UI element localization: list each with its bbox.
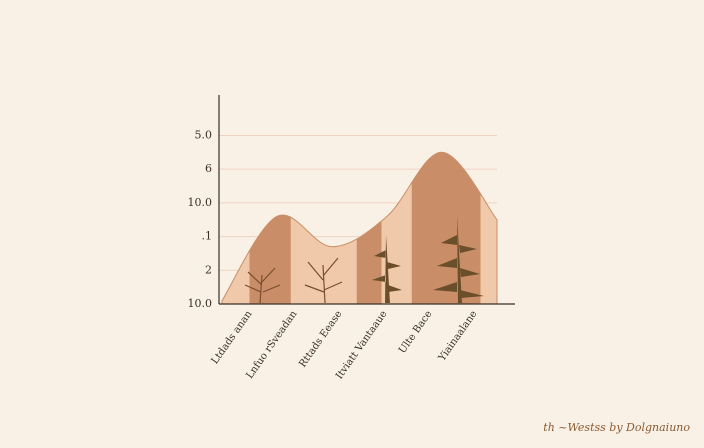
area <box>221 151 498 305</box>
y-tick-label: 10.0 <box>188 297 213 310</box>
fern-decoration <box>372 215 484 303</box>
y-tick-label: 6 <box>205 162 212 175</box>
y-tick-label: .1 <box>202 230 213 243</box>
plant-decoration <box>244 257 343 304</box>
y-tick-label: 10.0 <box>188 196 213 209</box>
footer: th ~Westss by Dolgnaiuno <box>543 421 690 434</box>
y-tick-label: 2 <box>205 263 212 276</box>
y-tick-label: 5.0 <box>195 128 213 141</box>
